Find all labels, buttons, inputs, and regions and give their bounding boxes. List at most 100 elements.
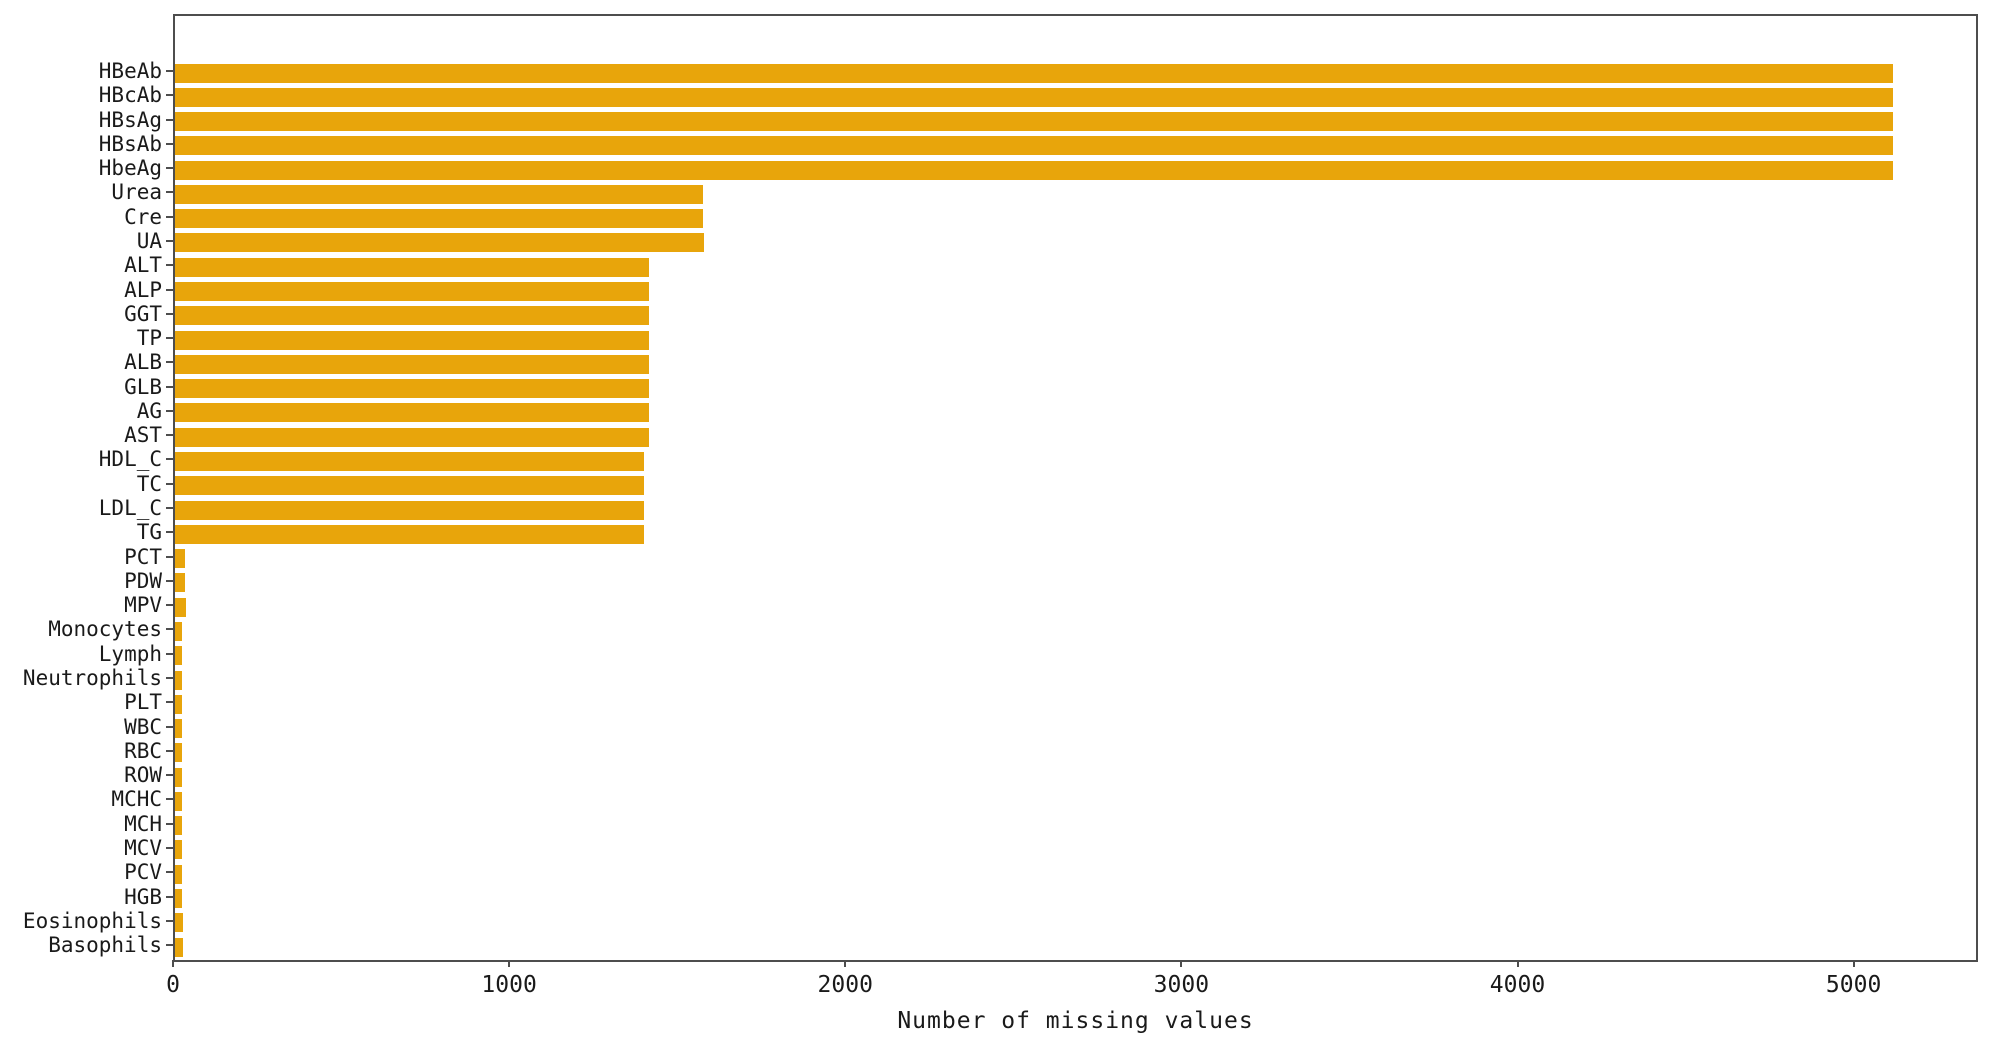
- y-tick-mark: [166, 94, 173, 97]
- y-tick-label-TC: TC: [136, 471, 162, 496]
- y-tick-label-ALP: ALP: [124, 277, 162, 302]
- y-tick-label-HBeAb: HBeAb: [98, 59, 162, 83]
- bar-WBC: [175, 719, 183, 739]
- bar-HDL_C: [175, 451, 644, 471]
- y-tick-label-HBcAb: HBcAb: [98, 83, 162, 108]
- y-tick-label-HBsAb: HBsAb: [98, 131, 162, 156]
- bar-Monocytes: [175, 621, 182, 641]
- y-tick-mark: [166, 725, 173, 728]
- x-tick-mark: [1180, 960, 1183, 967]
- bar-HbeAg: [175, 160, 1893, 180]
- bar-HBsAb: [175, 136, 1893, 156]
- y-tick-label-ALT: ALT: [124, 253, 162, 278]
- y-tick-label-Urea: Urea: [111, 180, 162, 205]
- bar-HBcAb: [175, 87, 1893, 107]
- y-tick-mark: [166, 142, 173, 145]
- y-tick-mark: [166, 215, 173, 218]
- x-tick-mark: [1852, 960, 1855, 967]
- y-tick-mark: [166, 337, 173, 340]
- y-tick-label-Neutrophils: Neutrophils: [22, 666, 162, 690]
- y-tick-label-PLT: PLT: [124, 690, 162, 715]
- y-tick-mark: [166, 749, 173, 752]
- bar-PCT: [175, 549, 186, 569]
- y-tick-mark: [166, 579, 173, 582]
- bar-TC: [175, 476, 644, 496]
- y-tick-mark: [166, 628, 173, 631]
- bar-Lymph: [175, 646, 183, 666]
- x-tick-mark: [508, 960, 511, 967]
- x-tick-mark: [1516, 960, 1519, 967]
- bar-TP: [175, 330, 649, 350]
- y-tick-label-WBC: WBC: [124, 714, 162, 739]
- y-tick-label-HBsAg: HBsAg: [98, 107, 162, 132]
- bar-UA: [175, 233, 705, 253]
- y-tick-mark: [166, 531, 173, 534]
- bar-Cre: [175, 209, 703, 229]
- y-tick-mark: [166, 239, 173, 242]
- y-tick-mark: [166, 264, 173, 267]
- y-tick-mark: [166, 822, 173, 825]
- y-tick-mark: [166, 191, 173, 194]
- y-tick-mark: [166, 167, 173, 170]
- x-tick-mark: [844, 960, 847, 967]
- y-tick-label-PCT: PCT: [124, 544, 162, 569]
- y-tick-mark: [166, 507, 173, 510]
- y-tick-label-GLB: GLB: [124, 374, 162, 399]
- y-tick-label-RBC: RBC: [124, 738, 162, 763]
- bar-GGT: [175, 306, 649, 326]
- y-tick-mark: [166, 361, 173, 364]
- y-tick-mark: [166, 701, 173, 704]
- y-tick-label-TG: TG: [136, 520, 162, 545]
- y-tick-label-ALB: ALB: [124, 350, 162, 375]
- bar-PCV: [175, 864, 182, 884]
- bar-PLT: [175, 694, 183, 714]
- y-tick-mark: [166, 798, 173, 801]
- y-tick-mark: [166, 919, 173, 922]
- bar-Neutrophils: [175, 670, 183, 690]
- y-tick-mark: [166, 118, 173, 121]
- y-tick-label-HGB: HGB: [124, 884, 162, 909]
- bar-MCHC: [175, 791, 183, 811]
- y-tick-mark: [166, 70, 173, 72]
- bar-ROW: [175, 767, 183, 787]
- y-tick-label-AST: AST: [124, 423, 162, 448]
- y-tick-mark: [166, 385, 173, 388]
- y-tick-label-PDW: PDW: [124, 568, 162, 593]
- bar-AG: [175, 403, 649, 423]
- bar-RBC: [175, 743, 183, 763]
- bar-MCV: [175, 840, 183, 860]
- y-tick-mark: [166, 555, 173, 558]
- y-tick-label-ROW: ROW: [124, 763, 162, 788]
- bar-TG: [175, 524, 644, 544]
- y-tick-label-MPV: MPV: [124, 593, 162, 618]
- y-tick-mark: [166, 895, 173, 898]
- y-tick-mark: [166, 774, 173, 777]
- y-tick-label-LDL_C: LDL_C: [98, 496, 162, 521]
- y-tick-label-HDL_C: HDL_C: [98, 447, 162, 472]
- y-tick-label-TP: TP: [136, 326, 162, 351]
- x-tick-label-3000: 3000: [1153, 972, 1210, 998]
- y-tick-label-Basophils: Basophils: [48, 933, 162, 958]
- y-tick-label-Eosinophils: Eosinophils: [22, 908, 162, 933]
- bar-ALP: [175, 282, 649, 302]
- y-tick-mark: [166, 846, 173, 849]
- y-tick-mark: [166, 409, 173, 412]
- bar-HBeAb: [175, 63, 1893, 83]
- y-tick-label-MCV: MCV: [124, 835, 162, 860]
- y-tick-label-HbeAg: HbeAg: [98, 156, 162, 181]
- x-tick-label-0: 0: [166, 972, 180, 998]
- bar-HGB: [175, 889, 183, 909]
- y-tick-label-AG: AG: [136, 398, 162, 423]
- y-tick-mark: [166, 312, 173, 315]
- bar-MCH: [175, 816, 183, 836]
- bar-MPV: [175, 597, 186, 617]
- y-tick-mark: [166, 677, 173, 679]
- x-tick-label-1000: 1000: [481, 972, 537, 998]
- y-tick-label-Cre: Cre: [124, 204, 162, 229]
- bar-Eosinophils: [175, 913, 184, 933]
- y-tick-label-Monocytes: Monocytes: [48, 617, 162, 642]
- x-axis-label: Number of missing values: [897, 1008, 1254, 1034]
- y-tick-mark: [166, 604, 173, 607]
- y-tick-mark: [166, 871, 173, 874]
